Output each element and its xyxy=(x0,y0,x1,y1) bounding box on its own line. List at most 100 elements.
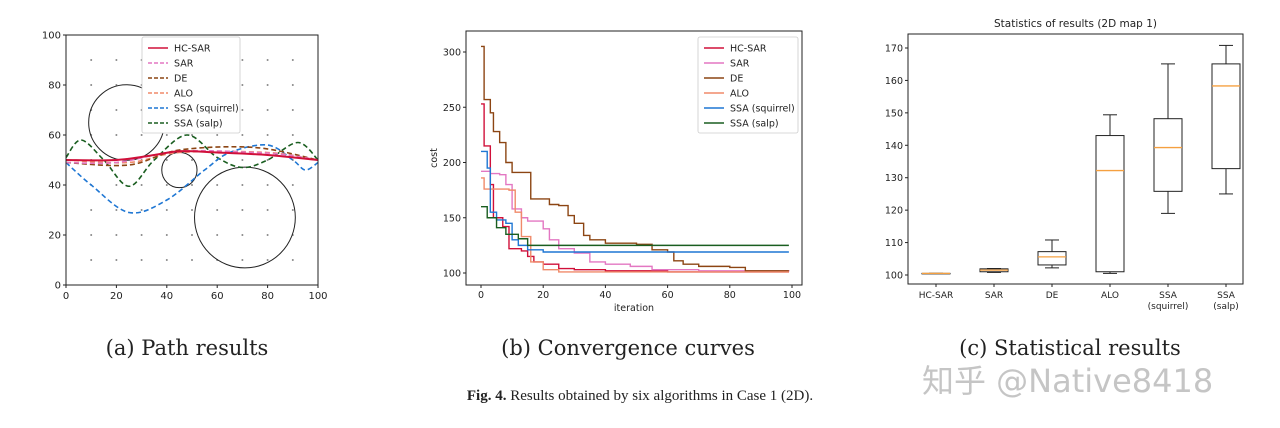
y-tick-label: 130 xyxy=(885,173,903,184)
figure-caption-text: Results obtained by six algorithms in Ca… xyxy=(510,388,814,404)
caption-c: (c) Statistical results xyxy=(959,336,1181,360)
legend-label: DE xyxy=(730,74,743,85)
grid-dot xyxy=(241,109,244,111)
grid-dot xyxy=(115,134,118,136)
legend-label: ALO xyxy=(174,89,193,100)
grid-dot xyxy=(165,209,168,211)
obstacle-circle xyxy=(194,166,296,269)
grid-dot xyxy=(115,184,118,186)
path-line xyxy=(65,134,319,188)
grid-dot xyxy=(291,259,294,261)
grid-dot xyxy=(266,209,269,211)
convergence-line xyxy=(481,150,789,253)
legend-label: SAR xyxy=(730,59,750,70)
axes-frame xyxy=(907,33,1244,285)
x-tick-label: 0 xyxy=(63,291,69,302)
grid-dot xyxy=(266,134,269,136)
y-tick-label: 40 xyxy=(48,181,61,192)
y-tick-label: 100 xyxy=(443,269,461,280)
x-tick-label: 0 xyxy=(478,290,484,301)
path-line xyxy=(65,145,319,167)
x-tick-label: HC-SAR xyxy=(919,291,954,301)
grid-dot xyxy=(216,234,219,236)
x-tick-label: 80 xyxy=(724,290,736,301)
grid-dot xyxy=(241,234,244,236)
grid-dot xyxy=(241,159,244,161)
convergence-line xyxy=(481,45,789,272)
grid-dot xyxy=(241,184,244,186)
x-tick-label: (salp) xyxy=(1213,302,1238,312)
path-line xyxy=(65,149,319,165)
box-iqr xyxy=(1211,63,1241,170)
y-tick-label: 200 xyxy=(443,158,461,169)
grid-dot xyxy=(90,209,93,211)
grid-dot xyxy=(165,184,168,186)
grid-dot xyxy=(291,84,294,86)
y-tick-label: 150 xyxy=(885,108,903,119)
grid-dot xyxy=(191,159,193,161)
convergence-line xyxy=(481,103,789,273)
y-tick-label: 140 xyxy=(885,141,903,152)
grid-dot xyxy=(241,84,244,86)
grid-dot xyxy=(291,134,294,136)
y-tick-label: 60 xyxy=(48,131,61,142)
legend-label: ALO xyxy=(730,89,749,100)
y-tick-label: 100 xyxy=(42,31,61,42)
y-axis-label: cost xyxy=(429,148,440,168)
x-tick-label: 100 xyxy=(308,291,327,302)
grid-dot xyxy=(266,84,269,86)
grid-dot xyxy=(115,234,118,236)
y-tick-label: 20 xyxy=(48,231,61,242)
chart-title: Statistics of results (2D map 1) xyxy=(994,18,1157,30)
x-tick-label: ALO xyxy=(1101,291,1119,301)
legend-label: SSA (salp) xyxy=(730,119,779,130)
grid-dot xyxy=(90,84,93,86)
y-tick-label: 170 xyxy=(885,44,903,55)
caption-a: (a) Path results xyxy=(105,336,269,360)
grid-dot xyxy=(191,209,193,211)
y-tick-label: 120 xyxy=(885,206,903,217)
path-line xyxy=(65,143,319,214)
y-tick-label: 250 xyxy=(443,103,461,114)
grid-dot xyxy=(191,234,193,236)
figure-caption: Fig. 4. Results obtained by six algorith… xyxy=(467,388,813,405)
x-tick-label: DE xyxy=(1046,291,1059,301)
grid-dot xyxy=(191,259,193,261)
legend-label: DE xyxy=(174,74,187,85)
legend-label: SSA (salp) xyxy=(174,119,223,130)
grid-dot xyxy=(140,259,143,261)
x-tick-label: SSA xyxy=(1159,291,1178,301)
path-line xyxy=(65,150,319,162)
y-tick-label: 150 xyxy=(443,213,461,224)
grid-dot xyxy=(140,209,143,211)
grid-dot xyxy=(165,234,168,236)
grid-dot xyxy=(266,159,269,161)
convergence-line xyxy=(481,205,789,247)
grid-dot xyxy=(140,134,143,136)
grid-dot xyxy=(115,209,118,211)
x-tick-label: 80 xyxy=(261,291,274,302)
axes-frame xyxy=(465,30,803,286)
x-tick-label: 20 xyxy=(537,290,549,301)
y-tick-label: 110 xyxy=(885,238,903,249)
grid-dot xyxy=(165,259,168,261)
convergence-line xyxy=(481,170,790,272)
grid-dot xyxy=(241,209,244,211)
x-tick-label: 60 xyxy=(211,291,224,302)
grid-dot xyxy=(291,109,294,111)
grid-dot xyxy=(90,259,93,261)
grid-dot xyxy=(216,184,219,186)
legend-label: HC-SAR xyxy=(174,44,211,55)
legend-label: SAR xyxy=(174,59,194,70)
grid-dot xyxy=(165,134,168,136)
grid-dot xyxy=(90,59,93,61)
grid-dot xyxy=(216,209,219,211)
grid-dot xyxy=(90,234,93,236)
grid-dot xyxy=(291,59,294,61)
legend-label: SSA (squirrel) xyxy=(174,104,239,115)
grid-dot xyxy=(191,184,193,186)
y-tick-label: 160 xyxy=(885,76,903,87)
y-tick-label: 300 xyxy=(443,48,461,59)
